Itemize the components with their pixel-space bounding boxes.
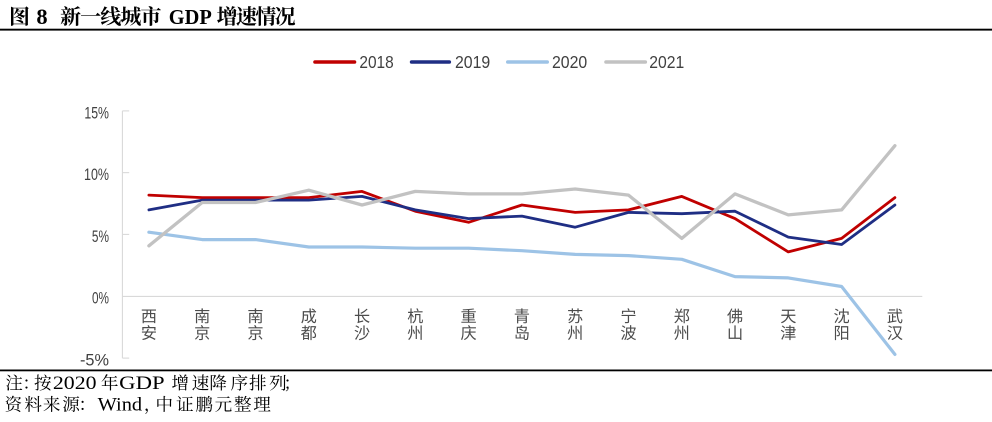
svg-text:2019: 2019 bbox=[455, 52, 490, 72]
svg-text:15%: 15% bbox=[84, 103, 109, 122]
svg-text:2020: 2020 bbox=[552, 52, 587, 72]
svg-text:2020: 2020 bbox=[53, 373, 97, 394]
svg-text:GDP: GDP bbox=[119, 373, 164, 394]
svg-text:-5%: -5% bbox=[80, 350, 109, 369]
svg-text:GDP: GDP bbox=[169, 5, 212, 29]
svg-text:10%: 10% bbox=[84, 165, 109, 184]
svg-text:2021: 2021 bbox=[649, 52, 684, 72]
svg-text:5%: 5% bbox=[92, 227, 109, 246]
svg-text:Wind: Wind bbox=[98, 395, 143, 416]
svg-text:0%: 0% bbox=[92, 289, 109, 308]
svg-text:8: 8 bbox=[36, 4, 47, 29]
svg-text:2018: 2018 bbox=[359, 52, 393, 72]
